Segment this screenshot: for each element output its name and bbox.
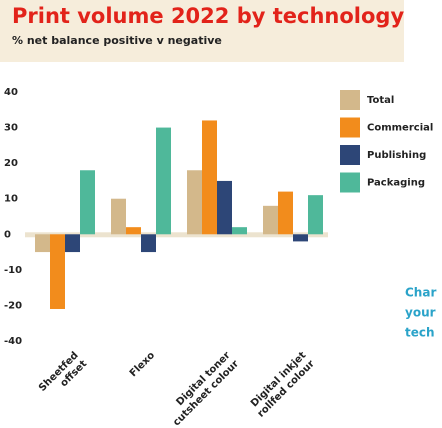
bar [202,120,217,235]
legend-label: Publishing [367,150,426,161]
legend-swatch [340,172,360,193]
legend-swatch [340,145,360,165]
bar [80,170,95,235]
bar [217,180,232,235]
title-band [0,0,404,62]
y-tick-label: -20 [4,300,22,311]
y-tick-label: 40 [4,87,18,98]
chart-subtitle: % net balance positive v negative [12,34,222,47]
annotation: your [405,306,436,320]
bar [126,227,141,235]
zero-band [25,232,328,238]
y-tick-label: -10 [4,265,22,276]
bar [293,234,308,242]
bar [111,198,126,235]
bar [156,127,171,235]
legend-swatch [340,90,360,110]
y-tick-label: -40 [4,336,22,347]
legend-label: Packaging [367,178,425,189]
bar [187,170,202,235]
legend-label: Total [367,95,394,106]
y-tick-label: 0 [4,229,11,240]
bar [278,191,293,235]
y-tick-label: 10 [4,194,18,205]
y-tick-label: 20 [4,158,18,169]
bar [232,227,247,235]
bar [50,234,65,309]
legend-label: Commercial [367,123,433,134]
legend-swatch [340,117,360,138]
bar [65,234,80,253]
annotation: tech [405,326,435,340]
bar [308,195,323,235]
bar [35,234,50,253]
chart-title: Print volume 2022 by technology [12,4,404,28]
bar [141,234,156,253]
annotation: Char [405,286,436,300]
y-tick-label: 30 [4,123,18,134]
bar [263,205,278,235]
